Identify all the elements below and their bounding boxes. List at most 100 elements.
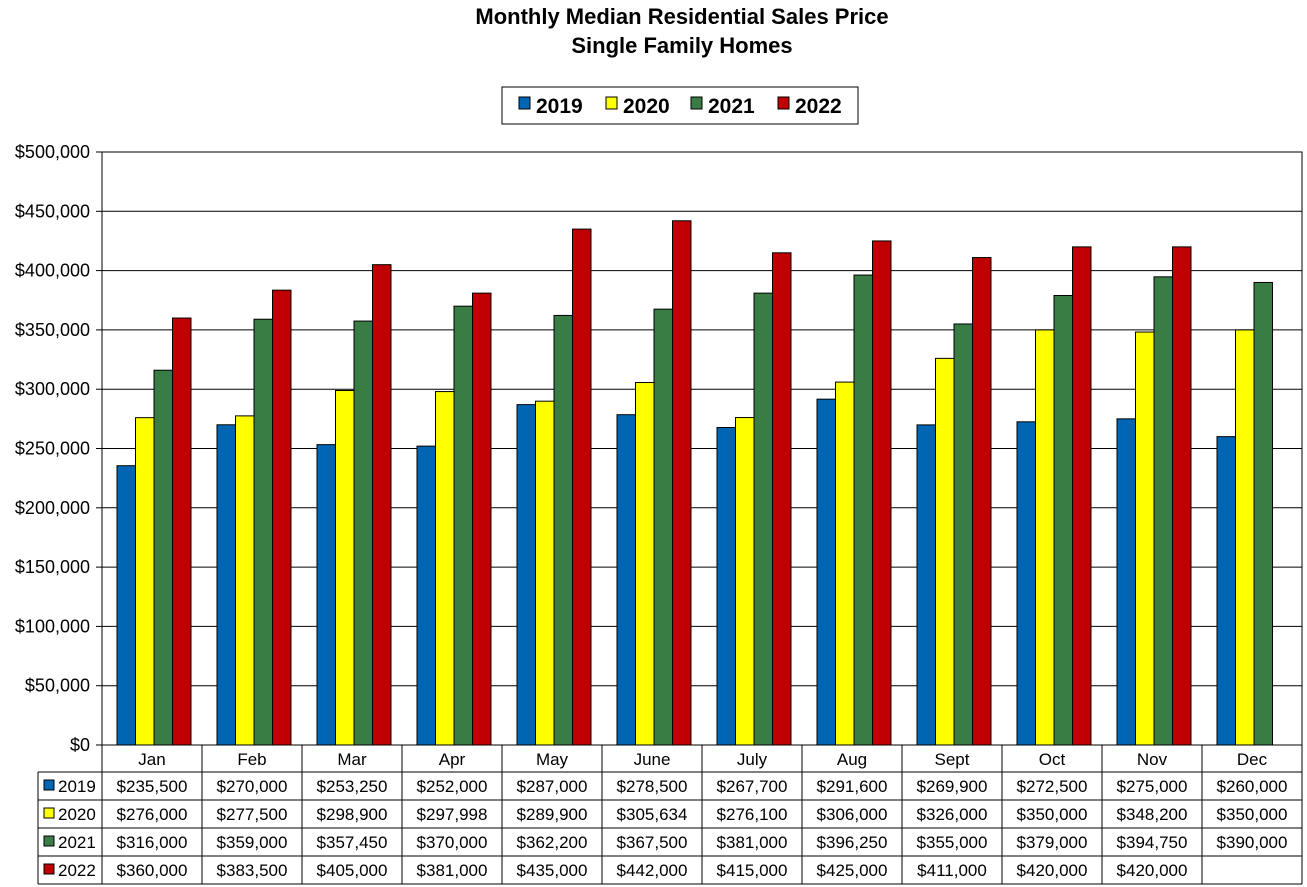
chart-title: Monthly Median Residential Sales Price xyxy=(475,4,888,29)
y-tick-label: $150,000 xyxy=(15,557,90,577)
table-cell: $411,000 xyxy=(917,861,987,880)
bar-2022-July xyxy=(772,252,792,746)
table-cell: $298,900 xyxy=(317,805,388,824)
bar-2019-Jan xyxy=(116,465,136,746)
table-row-swatch-2019 xyxy=(43,779,55,791)
table-row-label-2019: 2019 xyxy=(58,777,96,796)
table-cell: $235,500 xyxy=(117,777,188,796)
bar-2019-Dec xyxy=(1216,436,1236,746)
table-header-Mar: Mar xyxy=(337,750,367,769)
bar-2021-Oct xyxy=(1053,295,1073,746)
data-table: Jan Feb Mar Apr May June July Aug Sept Oct Nov Dec 2… xyxy=(37,745,1303,885)
chart-subtitle: Single Family Homes xyxy=(571,33,792,58)
bar-2022-Apr xyxy=(472,292,492,746)
table-cell: $277,500 xyxy=(217,805,288,824)
bar-2019-Nov xyxy=(1116,418,1136,746)
table-row-label-2021: 2021 xyxy=(58,833,96,852)
table-row-swatch-2020 xyxy=(43,807,55,819)
bar-2020-June xyxy=(635,382,655,746)
y-tick-label: $500,000 xyxy=(15,142,90,162)
table-header-June: June xyxy=(634,750,671,769)
table-header-July: July xyxy=(737,750,768,769)
table-header-Oct: Oct xyxy=(1039,750,1066,769)
table-header-Aug: Aug xyxy=(837,750,867,769)
y-tick-label: $100,000 xyxy=(15,616,90,636)
legend-label-2021: 2021 xyxy=(708,95,755,118)
table-cell: $252,000 xyxy=(417,777,488,796)
table-cell: $357,450 xyxy=(317,833,388,852)
table-cell: $379,000 xyxy=(1017,833,1088,852)
table-cell: $370,000 xyxy=(417,833,488,852)
y-tick-label: $300,000 xyxy=(15,379,90,399)
table-cell: $267,700 xyxy=(717,777,788,796)
y-tick-label: $350,000 xyxy=(15,320,90,340)
table-cell: $435,000 xyxy=(517,861,588,880)
table-cell: $350,000 xyxy=(1217,805,1288,824)
table-cell: $278,500 xyxy=(617,777,688,796)
bar-2021-Aug xyxy=(853,274,873,746)
table-cell: $270,000 xyxy=(217,777,288,796)
table-header-May: May xyxy=(536,750,569,769)
legend-box xyxy=(501,86,859,125)
table-cell: $348,200 xyxy=(1117,805,1188,824)
table-cell: $381,000 xyxy=(717,833,788,852)
legend-swatch-2021 xyxy=(690,96,703,110)
y-tick-label: $50,000 xyxy=(25,676,90,696)
bar-2021-June xyxy=(653,308,673,746)
legend-swatch-2019 xyxy=(518,96,531,110)
table-cell: $275,000 xyxy=(1117,777,1188,796)
table-cell: $355,000 xyxy=(917,833,988,852)
bar-2022-Oct xyxy=(1072,246,1092,746)
bars xyxy=(116,220,1273,746)
bar-2022-Sept xyxy=(972,257,992,746)
y-axis: $0 $50,000 $100,000 $150,000 $200,000 $250,00… xyxy=(15,142,102,755)
table-cell: $360,000 xyxy=(117,861,188,880)
table-cell: $276,000 xyxy=(117,805,188,824)
bar-2019-Oct xyxy=(1016,421,1036,746)
bar-2021-May xyxy=(553,314,573,746)
bar-2020-July xyxy=(735,417,755,746)
bar-2020-Dec xyxy=(1235,329,1255,746)
y-tick-label: $400,000 xyxy=(15,261,90,281)
table-cell: $291,600 xyxy=(817,777,888,796)
bar-2021-Jan xyxy=(153,369,173,746)
bar-2022-Jan xyxy=(172,317,192,746)
bar-2019-May xyxy=(516,404,536,746)
table-cell: $425,000 xyxy=(817,861,888,880)
bar-2020-Sept xyxy=(935,357,955,746)
y-tick-label: $200,000 xyxy=(15,498,90,518)
bar-2020-May xyxy=(535,400,555,746)
legend: 2019 2020 2021 2022 xyxy=(518,95,842,118)
table-cell: $253,250 xyxy=(317,777,388,796)
table-cell: $350,000 xyxy=(1017,805,1088,824)
table-cell: $420,000 xyxy=(1117,861,1188,880)
y-tick-label: $250,000 xyxy=(15,439,90,459)
legend-swatch-2020 xyxy=(605,96,618,110)
bar-2022-Mar xyxy=(372,264,392,746)
table-cell: $269,900 xyxy=(917,777,988,796)
table-cell: $442,000 xyxy=(617,861,688,880)
table-header-Feb: Feb xyxy=(237,750,266,769)
bar-2022-June xyxy=(672,220,692,746)
bar-2020-Oct xyxy=(1035,329,1055,746)
table-header-Apr: Apr xyxy=(439,750,466,769)
table-cell: $383,500 xyxy=(217,861,288,880)
table-cell: $394,750 xyxy=(1117,833,1188,852)
y-tick-label: $450,000 xyxy=(15,201,90,221)
bar-2019-Apr xyxy=(416,445,436,746)
bar-2019-Feb xyxy=(216,424,236,746)
bar-2020-Apr xyxy=(435,391,455,746)
bar-2019-Mar xyxy=(316,444,336,746)
bar-2019-Sept xyxy=(916,424,936,746)
y-tick-label: $0 xyxy=(70,735,90,755)
table-cell: $316,000 xyxy=(117,833,188,852)
bar-2019-June xyxy=(616,414,636,746)
table-cell: $305,634 xyxy=(617,805,688,824)
bar-2021-July xyxy=(753,292,773,746)
bar-2020-Aug xyxy=(835,381,855,746)
table-cell: $260,000 xyxy=(1217,777,1288,796)
table-cell: $381,000 xyxy=(417,861,488,880)
bar-2021-Nov xyxy=(1153,276,1173,746)
bar-2022-May xyxy=(572,228,592,746)
table-row-label-2022: 2022 xyxy=(58,861,96,880)
